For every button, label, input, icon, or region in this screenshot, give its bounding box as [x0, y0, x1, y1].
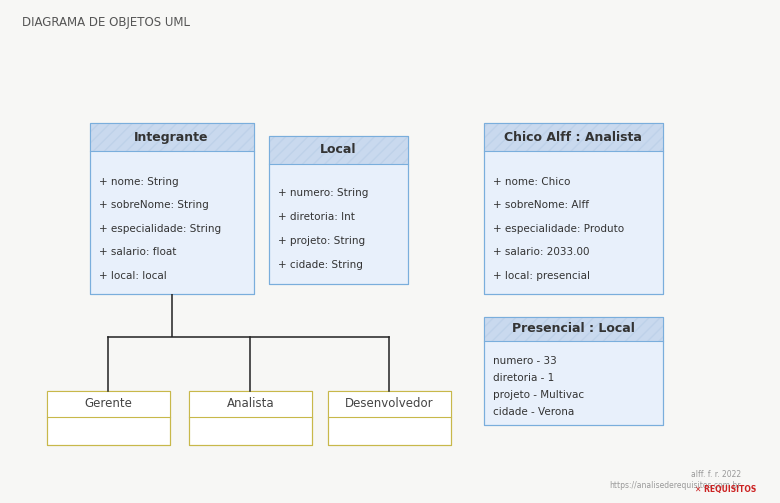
Bar [47, 391, 170, 445]
Text: + diretoria: Int: + diretoria: Int [278, 212, 356, 222]
Text: + especialidade: Produto: + especialidade: Produto [493, 224, 624, 234]
Bar [47, 391, 170, 417]
Bar [189, 391, 312, 445]
Bar [484, 123, 663, 294]
Bar [269, 136, 408, 163]
Bar [484, 123, 663, 151]
Bar [484, 317, 663, 341]
Text: projeto - Multivac: projeto - Multivac [493, 390, 584, 400]
Bar [269, 136, 408, 163]
Bar [328, 391, 451, 445]
Bar [484, 123, 663, 151]
Text: diretoria - 1: diretoria - 1 [493, 373, 555, 383]
Text: numero - 33: numero - 33 [493, 356, 557, 366]
Text: + cidade: String: + cidade: String [278, 260, 363, 270]
Bar [328, 391, 451, 445]
Text: Presencial : Local: Presencial : Local [512, 322, 635, 336]
Bar [189, 391, 312, 445]
Bar [269, 136, 408, 284]
Bar [189, 391, 312, 417]
Text: + numero: String: + numero: String [278, 188, 369, 198]
Text: + local: local: + local: local [99, 271, 167, 281]
Bar [47, 391, 170, 445]
Bar [90, 123, 254, 151]
Bar [484, 123, 663, 294]
Text: + salario: 2033.00: + salario: 2033.00 [493, 247, 590, 257]
Bar [484, 317, 663, 341]
Text: + nome: Chico: + nome: Chico [493, 177, 570, 187]
Bar [90, 123, 254, 294]
Bar [328, 391, 451, 417]
Text: + local: presencial: + local: presencial [493, 271, 590, 281]
Text: cidade - Verona: cidade - Verona [493, 406, 574, 416]
Text: + projeto: String: + projeto: String [278, 236, 366, 246]
Text: + sobreNome: String: + sobreNome: String [99, 201, 209, 210]
Bar [90, 123, 254, 294]
Text: Desenvolvedor: Desenvolvedor [345, 397, 434, 410]
Bar [269, 136, 408, 284]
Text: Analista: Analista [226, 397, 275, 410]
Bar [484, 317, 663, 425]
Bar [484, 317, 663, 425]
Text: Local: Local [321, 143, 356, 156]
Text: DIAGRAMA DE OBJETOS UML: DIAGRAMA DE OBJETOS UML [22, 16, 190, 29]
Bar [90, 123, 254, 151]
Text: + salario: float: + salario: float [99, 247, 176, 257]
Text: alff. f. r. 2022
https://analisederequisitos.com.br: alff. f. r. 2022 https://analisederequis… [609, 470, 741, 490]
Text: + especialidade: String: + especialidade: String [99, 224, 222, 234]
Text: ✕ REQUISITOS: ✕ REQUISITOS [695, 485, 757, 494]
Text: Chico Alff : Analista: Chico Alff : Analista [505, 131, 642, 144]
Text: + nome: String: + nome: String [99, 177, 179, 187]
Text: + sobreNome: Alff: + sobreNome: Alff [493, 201, 589, 210]
Text: Gerente: Gerente [84, 397, 133, 410]
Text: Integrante: Integrante [134, 131, 209, 144]
